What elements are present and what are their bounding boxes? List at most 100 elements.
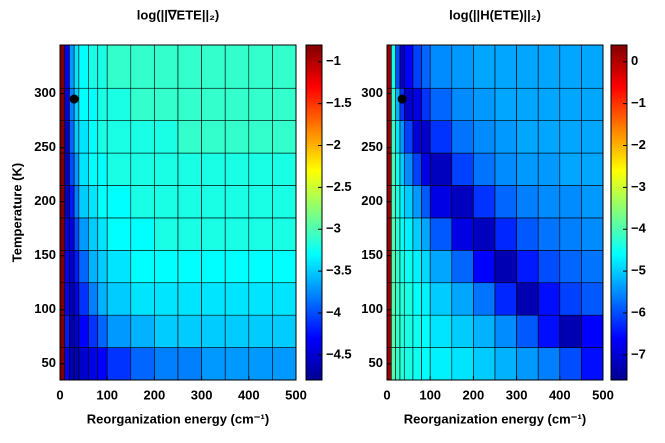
heatmap-cell <box>412 45 422 89</box>
heatmap-cell <box>154 45 179 89</box>
heatmap-cell <box>97 45 108 89</box>
x-axis-label: Reorganization energy (cm⁻¹) <box>87 411 269 426</box>
heatmap-cell <box>154 87 179 121</box>
heatmap-cell <box>387 87 392 121</box>
heatmap-cell <box>412 217 422 251</box>
heatmap-cell <box>494 250 517 284</box>
heatmap-cell <box>403 45 414 89</box>
x-tick-label: 400 <box>238 387 260 402</box>
heatmap-cell <box>516 217 539 251</box>
heatmap-cell <box>391 217 396 251</box>
heatmap-cell <box>421 45 431 89</box>
heatmap-cell <box>69 120 75 154</box>
colorbar-tick-label: −7 <box>631 346 646 361</box>
heatmap-cell <box>473 250 496 284</box>
marker-point <box>69 94 79 104</box>
heatmap-cell <box>559 250 582 284</box>
heatmap-cell <box>224 347 250 380</box>
heatmap-cell <box>78 87 89 121</box>
heatmap-cell <box>60 250 66 284</box>
heatmap-cell <box>387 282 392 316</box>
heatmap-cell <box>387 217 392 251</box>
colorbar <box>610 44 628 381</box>
colorbar-tick-label: −3 <box>326 221 341 236</box>
heatmap-cell <box>399 45 405 89</box>
heatmap-cell <box>106 87 132 121</box>
heatmap-cell <box>412 282 422 316</box>
heatmap-cell <box>559 347 582 380</box>
heatmap-cell <box>224 185 250 219</box>
heatmap-cell <box>248 45 273 89</box>
chart-title: log(||∇ETE||₂) <box>137 7 219 22</box>
heatmap-cell <box>201 185 226 219</box>
heatmap-cell <box>581 185 603 219</box>
heatmap-cell <box>106 45 132 89</box>
heatmap-cell <box>69 185 75 219</box>
heatmap-cell <box>429 87 453 121</box>
heatmap-cell <box>73 250 80 284</box>
heatmap-cell <box>395 120 401 154</box>
x-tick-label: 100 <box>96 387 118 402</box>
heatmap-cell <box>224 45 250 89</box>
heatmap-cell <box>64 250 70 284</box>
heatmap-cell <box>395 152 401 186</box>
heatmap-cell <box>516 120 539 154</box>
y-tick-label: 300 <box>34 85 56 100</box>
heatmap-cell <box>60 282 66 316</box>
heatmap-cell <box>516 347 539 380</box>
heatmap-cell <box>451 282 474 316</box>
heatmap-cell <box>60 152 66 186</box>
heatmap-cell <box>248 250 273 284</box>
heatmap-cell <box>395 314 401 348</box>
heatmap-cell <box>78 217 89 251</box>
heatmap-cell <box>97 152 108 186</box>
heatmap-cell <box>421 87 431 121</box>
heatmap-cell <box>224 282 250 316</box>
heatmap-cell <box>494 87 517 121</box>
x-tick-label: 200 <box>144 387 166 402</box>
heatmap-cell <box>391 250 396 284</box>
heatmap-cell <box>272 250 296 284</box>
heatmap-cell <box>73 347 80 380</box>
y-tick-label: 200 <box>361 193 383 208</box>
heatmap-cell <box>473 120 496 154</box>
heatmap-cell <box>177 347 202 380</box>
heatmap-cell <box>177 87 202 121</box>
heatmap-cell <box>224 217 250 251</box>
heatmap-cell <box>88 152 99 186</box>
heatmap-cell <box>64 45 70 89</box>
heatmap-cell <box>473 282 496 316</box>
heatmap-cell <box>494 152 517 186</box>
heatmap-cell <box>64 87 70 121</box>
heatmap-cell <box>399 347 405 380</box>
heatmap-cell <box>559 282 582 316</box>
heatmap-cell <box>421 185 431 219</box>
heatmap-cell <box>69 282 75 316</box>
heatmap-cell <box>106 217 132 251</box>
heatmap-cell <box>399 185 405 219</box>
colorbar-tick-label: −2.5 <box>326 179 352 194</box>
heatmap-cell <box>69 87 75 121</box>
heatmap-cell <box>272 152 296 186</box>
heatmap-cell <box>201 217 226 251</box>
heatmap-cell <box>395 45 401 89</box>
heatmap-cell <box>130 185 155 219</box>
heatmap-cell <box>130 250 155 284</box>
y-tick-label: 150 <box>361 247 383 262</box>
colorbar-tick-label: −1.5 <box>326 95 352 110</box>
heatmap-cell <box>73 45 80 89</box>
heatmap-cell <box>64 314 70 348</box>
heatmap-cell <box>412 87 422 121</box>
heatmap-cell <box>106 347 132 380</box>
heatmap-cell <box>60 120 66 154</box>
heatmap-cell <box>97 282 108 316</box>
heatmap-cell <box>412 314 422 348</box>
heatmap-cell <box>429 314 453 348</box>
heatmap-cell <box>429 347 453 380</box>
heatmap-cell <box>412 152 422 186</box>
heatmap-cell <box>177 282 202 316</box>
axes-frame <box>386 44 604 381</box>
heatmap-cell <box>88 250 99 284</box>
x-tick-label: 300 <box>506 387 528 402</box>
